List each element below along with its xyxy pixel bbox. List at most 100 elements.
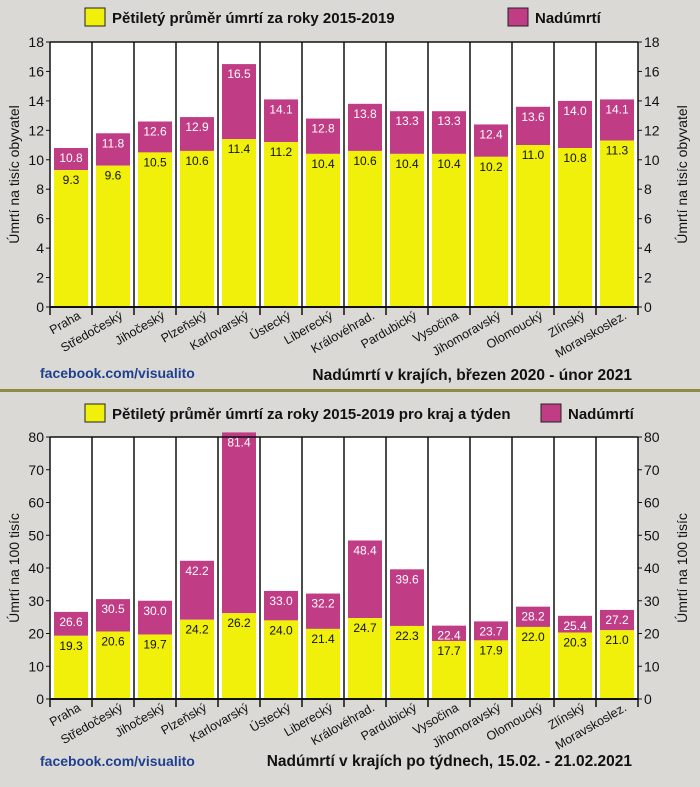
- bar-excess: [96, 599, 130, 632]
- y-tick-label-right: 0: [644, 691, 652, 707]
- y-tick-label-left: 0: [36, 691, 44, 707]
- data-label-total: 12.9: [185, 120, 209, 134]
- bar-excess: [138, 600, 172, 635]
- bar-excess: [54, 148, 88, 171]
- data-label-total: 81.4: [227, 435, 251, 449]
- legend-swatch-baseline: [84, 7, 106, 27]
- bar-baseline: [54, 170, 88, 307]
- y-tick-label-left: 70: [28, 462, 44, 478]
- y-tick-label-left: 20: [28, 626, 44, 642]
- bar-baseline: [390, 153, 424, 307]
- y-axis-title-right: Úmrtí na tisíc obyvatel: [674, 105, 690, 244]
- bar-baseline: [180, 619, 214, 699]
- grid: [46, 41, 642, 315]
- y-tick-label-right: 10: [644, 152, 660, 168]
- y-tick-label-left: 40: [28, 560, 44, 576]
- y-tick-label-left: 60: [28, 495, 44, 511]
- chart-regions-year: Pětiletý průměr úmrtí za roky 2015-2019 N…: [6, 7, 690, 384]
- data-label-total: 26.6: [59, 615, 83, 629]
- bar-excess: [138, 121, 172, 153]
- bar-baseline: [390, 625, 424, 699]
- bar-excess: [516, 606, 550, 627]
- bar-excess: [600, 99, 634, 141]
- data-label-baseline: 21.4: [311, 632, 335, 646]
- bar-baseline: [306, 153, 340, 307]
- y-tick-label-right: 30: [644, 593, 660, 609]
- y-tick-label-left: 6: [36, 211, 44, 227]
- bars: 26.6 19.3 30.5 20.6 30.0 19.7 42.2 24.2 81.4 26.2…: [54, 432, 634, 699]
- legend: Pětiletý průměr úmrtí za roky 2015-2019 …: [84, 403, 635, 423]
- bars: 10.8 9.3 11.8 9.6 12.6 10.5 12.9 10.6 16.5 11.4 14…: [54, 64, 634, 307]
- chart-panel-regions-year: Pětiletý průměr úmrtí za roky 2015-2019 N…: [0, 0, 700, 388]
- bar-baseline: [264, 142, 298, 307]
- bar-excess: [96, 133, 130, 166]
- y-tick-label-right: 2: [644, 270, 652, 286]
- data-label-total: 32.2: [311, 597, 335, 611]
- y-tick-label-right: 80: [644, 429, 660, 445]
- y-tick-label-left: 12: [28, 122, 44, 138]
- y-tick-label-right: 18: [644, 34, 660, 50]
- data-label-total: 25.4: [563, 619, 587, 633]
- data-label-baseline: 10.8: [563, 151, 587, 165]
- data-label-baseline: 20.3: [563, 636, 587, 650]
- source-label: facebook.com/visualito: [40, 753, 195, 769]
- bar-excess: [474, 621, 508, 641]
- data-label-baseline: 10.6: [353, 154, 377, 168]
- y-tick-label-left: 80: [28, 429, 44, 445]
- x-axis-labels: PrahaStředočeskýJihočeskýPlzeňskýKarlova…: [47, 307, 629, 360]
- bar-excess: [306, 593, 340, 629]
- bar-excess: [432, 625, 466, 642]
- y-tick-label-left: 0: [36, 299, 44, 315]
- legend-label-excess: Nadúmrtí: [535, 10, 602, 27]
- x-axis-labels: PrahaStředočeskýJihočeskýPlzeňskýKarlova…: [47, 699, 629, 752]
- bar-excess: [180, 117, 214, 151]
- divider: [0, 389, 700, 392]
- data-label-total: 42.2: [185, 564, 209, 578]
- data-label-total: 14.1: [605, 102, 629, 116]
- bar-excess: [348, 540, 382, 619]
- y-tick-label-right: 12: [644, 122, 660, 138]
- bar-baseline: [222, 139, 256, 307]
- legend: Pětiletý průměr úmrtí za roky 2015-2019 N…: [84, 7, 602, 27]
- bar-baseline: [516, 626, 550, 699]
- bar-baseline: [558, 632, 592, 699]
- legend-label-baseline: Pětiletý průměr úmrtí za roky 2015-2019: [112, 10, 395, 27]
- bar-baseline: [306, 628, 340, 699]
- bar-baseline: [96, 631, 130, 699]
- data-label-baseline: 22.0: [521, 630, 545, 644]
- bar-excess: [600, 609, 634, 631]
- data-label-total: 23.7: [479, 624, 503, 638]
- y-tick-label-left: 2: [36, 270, 44, 286]
- data-label-baseline: 10.4: [311, 157, 335, 171]
- y-tick-label-right: 4: [644, 240, 652, 256]
- y-tick-label-right: 16: [644, 63, 660, 79]
- data-label-total: 13.6: [521, 110, 545, 124]
- y-axis-right: 0 10 20 30 40 50 60 70 80: [644, 429, 660, 707]
- y-tick-label-right: 8: [644, 181, 652, 197]
- bar-baseline: [432, 153, 466, 307]
- bar-baseline: [348, 618, 382, 699]
- data-label-total: 13.3: [395, 114, 419, 128]
- y-tick-label-left: 10: [28, 658, 44, 674]
- data-label-baseline: 11.3: [606, 144, 629, 158]
- bar-baseline: [516, 145, 550, 307]
- bar-excess: [390, 111, 424, 154]
- data-label-baseline: 11.2: [270, 145, 293, 159]
- x-tick-label: Moravskoslez.: [553, 308, 629, 360]
- data-label-total: 10.8: [59, 151, 83, 165]
- bar-baseline: [138, 152, 172, 307]
- legend-label-baseline: Pětiletý průměr úmrtí za roky 2015-2019 …: [112, 406, 511, 423]
- data-label-total: 30.5: [101, 602, 125, 616]
- y-tick-label-left: 30: [28, 593, 44, 609]
- data-label-baseline: 22.3: [395, 629, 419, 643]
- data-label-baseline: 17.9: [479, 643, 503, 657]
- y-tick-label-left: 50: [28, 527, 44, 543]
- bar-baseline: [264, 620, 298, 699]
- data-label-baseline: 19.3: [59, 639, 83, 653]
- y-tick-label-left: 4: [36, 240, 44, 256]
- y-tick-label-right: 70: [644, 462, 660, 478]
- data-label-total: 13.8: [353, 107, 377, 121]
- bar-excess: [54, 611, 88, 636]
- data-label-baseline: 10.5: [143, 155, 167, 169]
- data-label-baseline: 19.7: [143, 637, 167, 651]
